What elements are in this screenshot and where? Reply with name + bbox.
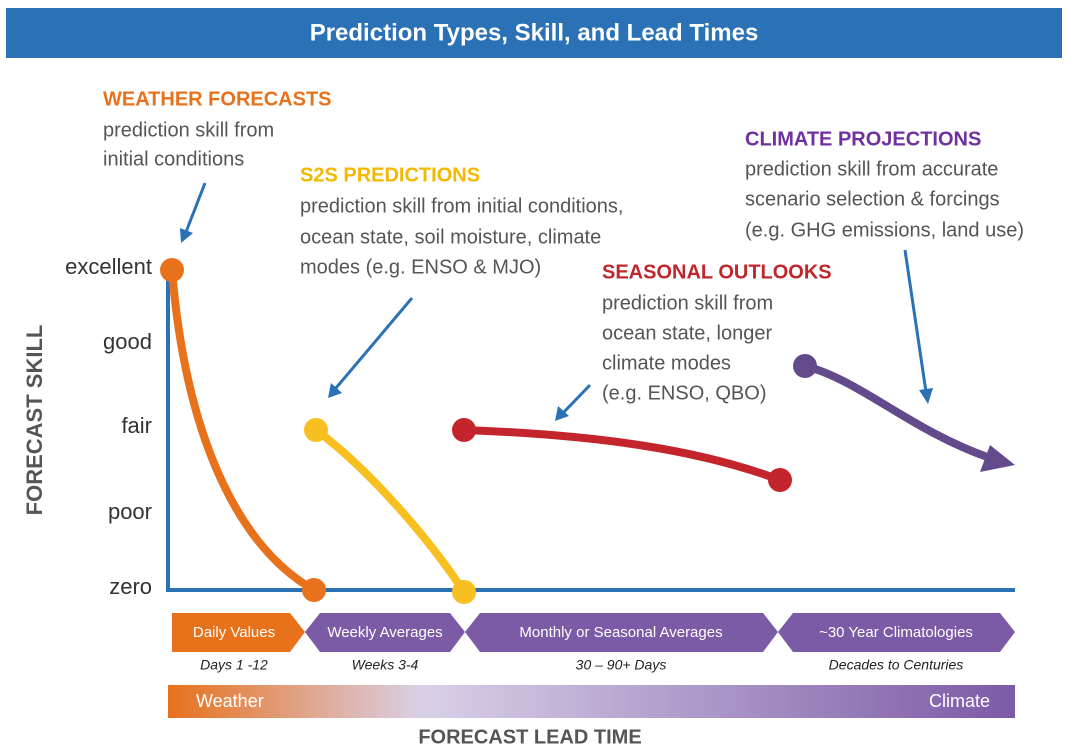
heading: CLIMATE PROJECTIONS [745, 128, 981, 150]
title: Prediction Types, Skill, and Lead Times [310, 19, 759, 46]
text: modes (e.g. ENSO & MJO) [300, 256, 541, 278]
y-axis-title: FORECAST SKILL [22, 325, 47, 516]
gradient-bar [168, 685, 1015, 718]
dot [452, 580, 476, 604]
climate-curve [804, 362, 992, 462]
period-arrow [778, 613, 1015, 652]
period-range: Weeks 3-4 [352, 657, 419, 673]
x-axis-title: FORECAST LEAD TIME [418, 726, 641, 748]
y-levels: excellent good fair poor zero [65, 254, 152, 599]
annotation: CLIMATE PROJECTIONS prediction skill fro… [745, 128, 1024, 241]
dot [768, 468, 792, 492]
text: ocean state, longer [602, 322, 772, 344]
annotation: SEASONAL OUTLOOKS prediction skill from … [602, 261, 832, 404]
period-label: Daily Values [193, 624, 275, 641]
seasonal-curve [463, 426, 782, 484]
text: (e.g. GHG emissions, land use) [745, 219, 1024, 241]
text: scenario selection & forcings [745, 188, 1000, 210]
level: fair [121, 413, 152, 438]
annotation: WEATHER FORECASTS prediction skill from … [103, 88, 332, 170]
period-range: Days 1 -12 [200, 657, 268, 673]
period-range: Decades to Centuries [829, 657, 964, 673]
heading: SEASONAL OUTLOOKS [602, 261, 832, 283]
level: poor [108, 499, 152, 524]
arrowhead [980, 445, 1015, 472]
text: initial conditions [103, 148, 244, 170]
gradient-end: Climate [929, 691, 990, 711]
text: (e.g. ENSO, QBO) [602, 382, 766, 404]
heading: WEATHER FORECASTS [103, 88, 332, 110]
pointers [180, 182, 933, 421]
dot [304, 418, 328, 442]
period-arrow [172, 613, 305, 652]
period-arrow [465, 613, 778, 652]
text: ocean state, soil moisture, climate [300, 226, 601, 248]
period-label: Monthly or Seasonal Averages [519, 624, 722, 641]
curves [160, 258, 1015, 604]
period-range: 30 – 90+ Days [576, 657, 667, 673]
title-banner [6, 8, 1062, 58]
period-label: Weekly Averages [327, 624, 442, 641]
periods: Daily Values Weekly Averages Monthly or … [172, 613, 1015, 673]
text: climate modes [602, 352, 731, 374]
text: prediction skill from [103, 119, 274, 141]
annotation: S2S PREDICTIONS prediction skill from in… [300, 164, 623, 278]
level: zero [109, 574, 152, 599]
weather-curve [168, 269, 316, 594]
level: good [103, 329, 152, 354]
heading: S2S PREDICTIONS [300, 164, 480, 186]
period-label: ~30 Year Climatologies [819, 624, 973, 641]
period-arrow [305, 613, 465, 652]
dot [793, 354, 817, 378]
axes [166, 268, 1015, 592]
text: prediction skill from [602, 292, 773, 314]
level: excellent [65, 254, 152, 279]
dot [302, 578, 326, 602]
text: prediction skill from accurate [745, 158, 998, 180]
dot [452, 418, 476, 442]
s2s-curve [313, 426, 468, 595]
dot [160, 258, 184, 282]
gradient-start: Weather [196, 691, 264, 711]
text: prediction skill from initial conditions… [300, 195, 623, 217]
